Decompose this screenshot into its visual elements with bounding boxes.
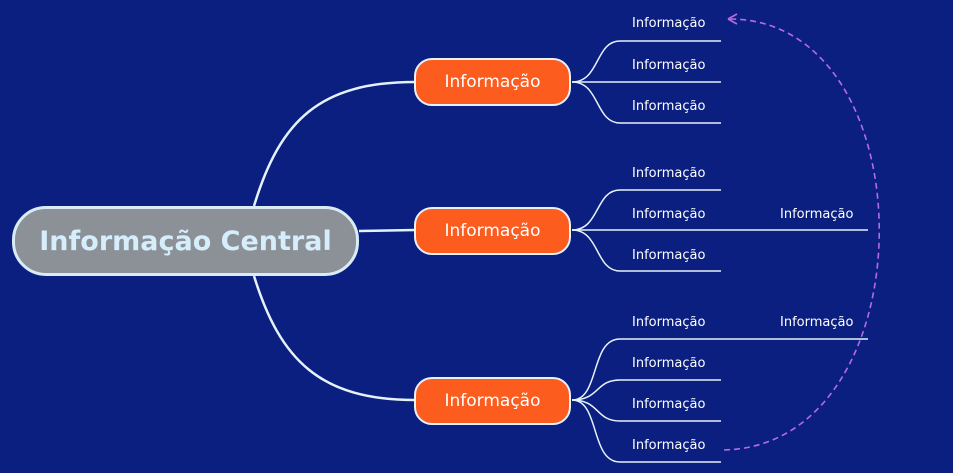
central-topic[interactable]: Informação Central [12,206,359,276]
subtopic-1-3[interactable]: Informação [632,99,706,114]
main-topic-2[interactable]: Informação [414,207,571,255]
link-central-topic-3 [252,275,416,402]
subtopic-3-1[interactable]: Informação [632,315,706,330]
subtopic-2-2-child[interactable]: Informação [780,207,854,222]
subtopic-1-1[interactable]: Informação [632,16,706,31]
subtopic-2-1[interactable]: Informação [632,166,706,181]
subtopic-3-1-child[interactable]: Informação [780,315,854,330]
topic-2-branches [571,189,868,272]
main-topic-1[interactable]: Informação [414,58,571,106]
topic-3-branches [571,338,868,463]
subtopic-2-3[interactable]: Informação [632,248,706,263]
subtopic-3-4[interactable]: Informação [632,438,706,453]
subtopic-3-3[interactable]: Informação [632,397,706,412]
topic-1-branches [571,40,721,124]
subtopic-1-2[interactable]: Informação [632,58,706,73]
relation-arrowhead [727,13,738,25]
relation-line [723,18,880,451]
subtopic-3-2[interactable]: Informação [632,356,706,371]
link-central-topic-1 [252,80,416,207]
link-central-topic-2 [358,228,416,233]
subtopic-2-2[interactable]: Informação [632,207,706,222]
main-topic-3[interactable]: Informação [414,377,571,425]
